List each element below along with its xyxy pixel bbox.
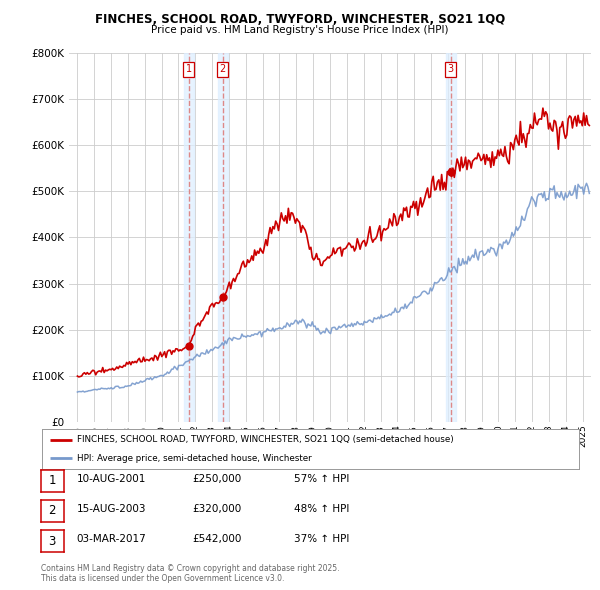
Text: Price paid vs. HM Land Registry's House Price Index (HPI): Price paid vs. HM Land Registry's House … xyxy=(151,25,449,35)
Text: 57% ↑ HPI: 57% ↑ HPI xyxy=(294,474,349,484)
Text: FINCHES, SCHOOL ROAD, TWYFORD, WINCHESTER, SO21 1QQ (semi-detached house): FINCHES, SCHOOL ROAD, TWYFORD, WINCHESTE… xyxy=(77,435,454,444)
Text: HPI: Average price, semi-detached house, Winchester: HPI: Average price, semi-detached house,… xyxy=(77,454,311,463)
Text: 1: 1 xyxy=(185,64,192,74)
Text: 48% ↑ HPI: 48% ↑ HPI xyxy=(294,504,349,514)
Bar xyxy=(218,53,227,422)
Text: 3: 3 xyxy=(49,535,56,548)
Text: 1: 1 xyxy=(49,474,56,487)
Text: 10-AUG-2001: 10-AUG-2001 xyxy=(77,474,146,484)
Text: Contains HM Land Registry data © Crown copyright and database right 2025.
This d: Contains HM Land Registry data © Crown c… xyxy=(41,563,340,583)
Text: 2: 2 xyxy=(220,64,226,74)
Text: 03-MAR-2017: 03-MAR-2017 xyxy=(77,535,146,544)
Text: 37% ↑ HPI: 37% ↑ HPI xyxy=(294,535,349,544)
Text: 15-AUG-2003: 15-AUG-2003 xyxy=(77,504,146,514)
Text: FINCHES, SCHOOL ROAD, TWYFORD, WINCHESTER, SO21 1QQ: FINCHES, SCHOOL ROAD, TWYFORD, WINCHESTE… xyxy=(95,13,505,26)
Text: £542,000: £542,000 xyxy=(192,535,241,544)
Bar xyxy=(446,53,456,422)
Text: £320,000: £320,000 xyxy=(192,504,241,514)
Text: 3: 3 xyxy=(448,64,454,74)
Text: 2: 2 xyxy=(49,504,56,517)
Bar xyxy=(184,53,194,422)
Text: £250,000: £250,000 xyxy=(192,474,241,484)
